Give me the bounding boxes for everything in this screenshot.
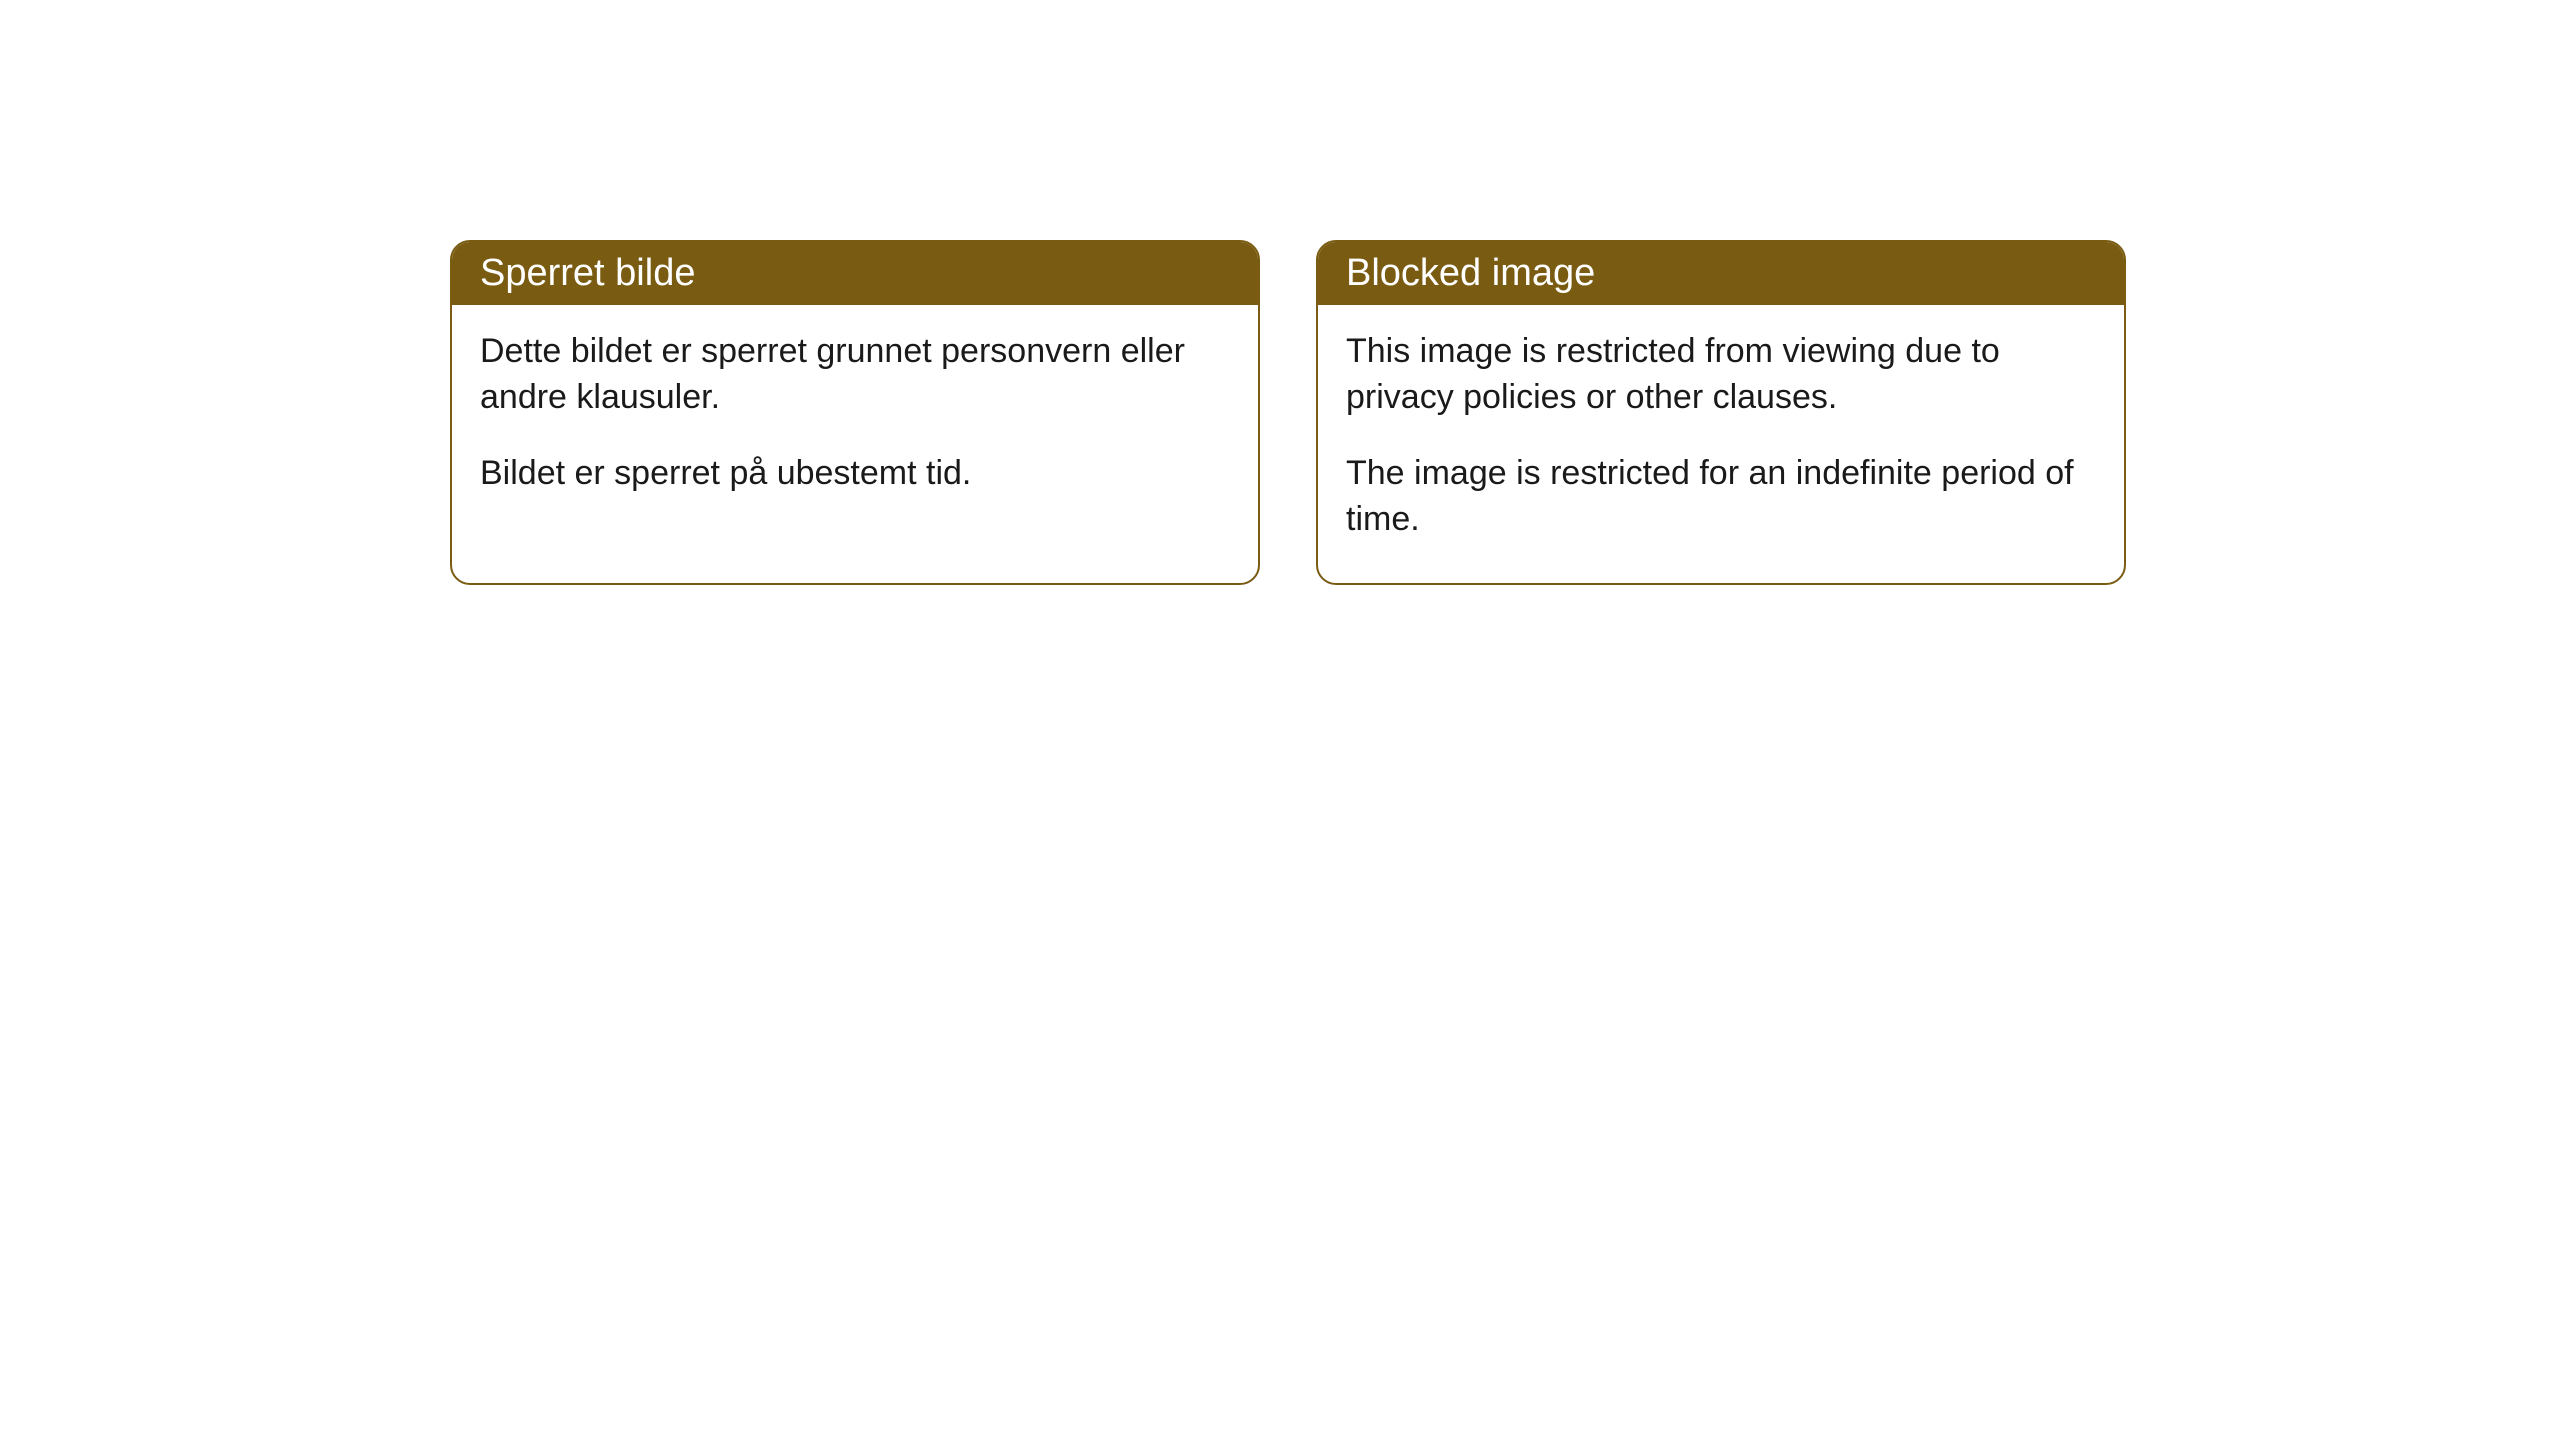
notice-text-1: Dette bildet er sperret grunnet personve… xyxy=(480,329,1230,421)
card-title: Sperret bilde xyxy=(480,252,695,294)
card-header-english: Blocked image xyxy=(1318,242,2124,305)
card-body-norwegian: Dette bildet er sperret grunnet personve… xyxy=(452,305,1258,537)
blocked-image-card-norwegian: Sperret bilde Dette bildet er sperret gr… xyxy=(450,240,1260,585)
card-body-english: This image is restricted from viewing du… xyxy=(1318,305,2124,583)
blocked-image-card-english: Blocked image This image is restricted f… xyxy=(1316,240,2126,585)
notice-text-2: The image is restricted for an indefinit… xyxy=(1346,451,2096,543)
notice-container: Sperret bilde Dette bildet er sperret gr… xyxy=(0,0,2560,585)
notice-text-1: This image is restricted from viewing du… xyxy=(1346,329,2096,421)
notice-text-2: Bildet er sperret på ubestemt tid. xyxy=(480,451,1230,497)
card-header-norwegian: Sperret bilde xyxy=(452,242,1258,305)
card-title: Blocked image xyxy=(1346,252,1595,294)
